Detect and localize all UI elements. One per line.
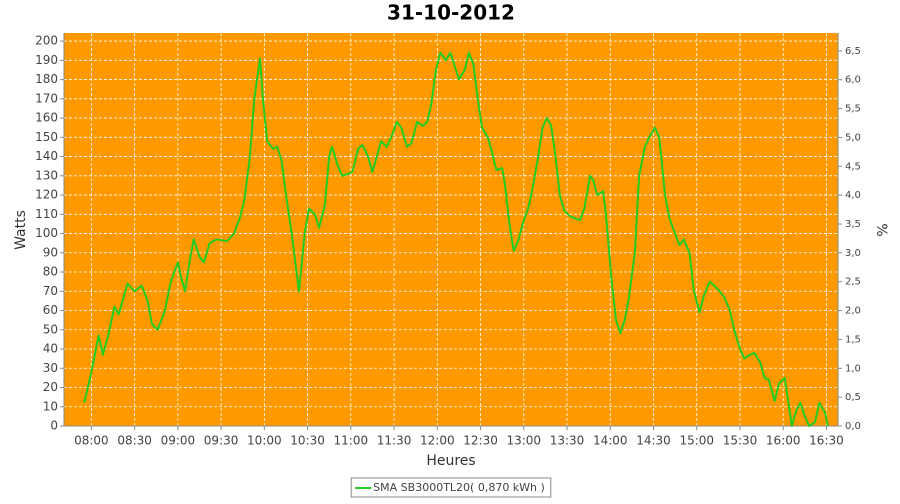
legend: SMA SB3000TL20( 0,870 kWh ) [350, 477, 552, 498]
y2-tick-label: 1,5 [845, 334, 861, 345]
y-tick-label: 120 [35, 188, 58, 202]
y-tick-label: 170 [35, 91, 58, 105]
legend-label: SMA SB3000TL20( 0,870 kWh ) [373, 481, 545, 494]
x-tick-label: 09:00 [161, 434, 196, 448]
y-axis-title: Watts [13, 210, 29, 250]
x-tick-label: 14:00 [593, 434, 628, 448]
x-tick-label: 08:00 [74, 434, 109, 448]
y2-tick-label: 4,5 [845, 161, 861, 172]
legend-box [350, 477, 552, 498]
y-tick-label: 40 [43, 342, 58, 356]
x-tick-label: 10:30 [290, 434, 325, 448]
series-line [83, 51, 829, 427]
y-tick-label: 190 [35, 53, 58, 67]
x-tick-label: 09:30 [204, 434, 239, 448]
x-tick-label: 16:00 [766, 434, 801, 448]
y2-tick-label: 6,5 [845, 46, 861, 57]
y2-axis-title: % [873, 223, 889, 236]
y-tick-label: 60 [43, 303, 58, 317]
y2-tick-label: 5,5 [845, 104, 861, 115]
x-tick-label: 13:00 [506, 434, 541, 448]
y-tick-label: 20 [43, 380, 58, 394]
y-tick-label: 80 [43, 265, 58, 279]
y2-tick-label: 2,0 [845, 306, 861, 317]
x-tick-label: 14:30 [636, 434, 671, 448]
y-tick-label: 30 [43, 361, 58, 375]
y-tick-label: 0 [50, 419, 58, 433]
y2-tick-label: 0,5 [845, 392, 861, 403]
x-tick-label: 13:30 [550, 434, 585, 448]
y2-tick-label: 3,0 [845, 248, 861, 259]
y2-tick-label: 1,0 [845, 363, 861, 374]
plot-area [64, 33, 838, 426]
y-tick-label: 130 [35, 168, 58, 182]
x-tick-label: 16:30 [809, 434, 844, 448]
x-tick-label: 12:30 [463, 434, 498, 448]
y-tick-label: 160 [35, 111, 58, 125]
y-tick-label: 110 [35, 207, 58, 221]
x-tick-label: 08:30 [117, 434, 152, 448]
y2-tick-label: 0,0 [845, 421, 861, 432]
y-tick-label: 90 [43, 245, 58, 259]
x-axis-title: Heures [426, 453, 475, 469]
y-tick-label: 200 [35, 34, 58, 48]
y2-tick-label: 4,0 [845, 190, 861, 201]
y2-tick-label: 2,5 [845, 277, 861, 288]
y2-tick-label: 5,0 [845, 132, 861, 143]
y-tick-label: 100 [35, 226, 58, 240]
y2-tick-label: 3,5 [845, 219, 861, 230]
x-tick-label: 12:00 [420, 434, 455, 448]
y-tick-label: 50 [43, 322, 58, 336]
x-tick-label: 15:00 [679, 434, 714, 448]
y2-tick-label: 6,0 [845, 75, 861, 86]
x-tick-label: 10:00 [247, 434, 282, 448]
x-tick-label: 11:00 [334, 434, 369, 448]
y-tick-label: 140 [35, 149, 58, 163]
y-tick-label: 180 [35, 72, 58, 86]
x-tick-label: 11:30 [377, 434, 412, 448]
y-tick-label: 10 [43, 399, 58, 413]
y-tick-label: 150 [35, 130, 58, 144]
x-tick-label: 15:30 [723, 434, 758, 448]
chart-title: 31-10-2012 [387, 1, 515, 25]
y-tick-label: 70 [43, 284, 58, 298]
